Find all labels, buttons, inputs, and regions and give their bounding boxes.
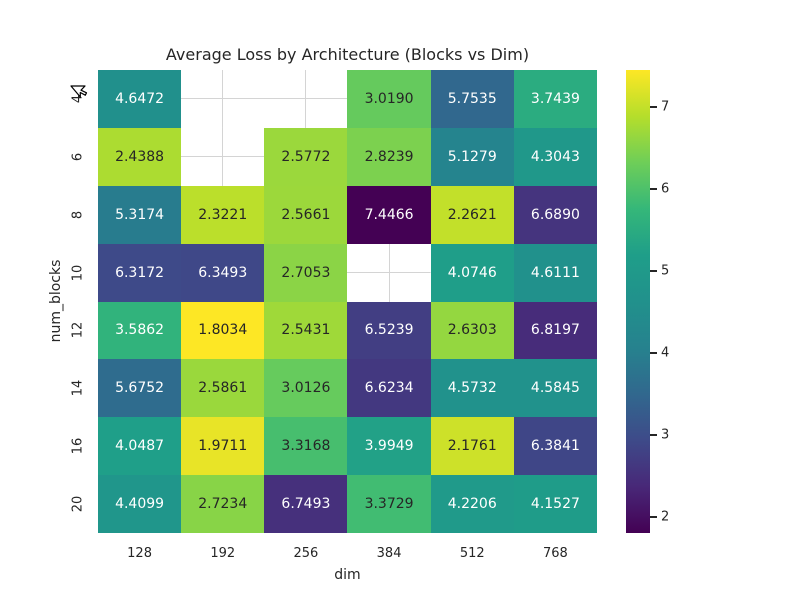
heatmap-cell: 4.6472 xyxy=(98,70,182,128)
heatmap-cell: 4.3043 xyxy=(513,127,597,186)
colorbar-tick-mark xyxy=(650,351,657,354)
colorbar-tick-mark xyxy=(650,269,657,272)
heatmap-cell: 3.5862 xyxy=(98,301,182,360)
heatmap-cell: 2.1761 xyxy=(430,417,514,476)
heatmap-cell: 3.3168 xyxy=(264,417,348,476)
colorbar-tick-mark xyxy=(650,515,657,518)
heatmap-cell: 4.0487 xyxy=(98,417,182,476)
heatmap-cell: 4.4099 xyxy=(98,475,182,533)
heatmap-cell: 7.4466 xyxy=(347,185,431,244)
heatmap-cell: 6.8197 xyxy=(513,301,597,360)
colorbar xyxy=(626,70,650,533)
x-axis-label: dim xyxy=(334,567,361,583)
y-axis-label: num_blocks xyxy=(48,259,64,343)
colorbar-tick-mark xyxy=(650,187,657,190)
y-tick-label: 12 xyxy=(70,322,86,339)
heatmap-cell: 3.0126 xyxy=(264,359,348,418)
colorbar-tick-label: 5 xyxy=(661,263,670,279)
x-tick-label: 256 xyxy=(293,546,319,561)
heatmap-cell: 1.9711 xyxy=(181,417,265,476)
heatmap-cell: 3.9949 xyxy=(347,417,431,476)
chart-title: Average Loss by Architecture (Blocks vs … xyxy=(165,45,530,64)
heatmap-cell: 2.2621 xyxy=(430,185,514,244)
heatmap-empty-cell xyxy=(347,243,431,302)
heatmap-cell: 4.5732 xyxy=(430,359,514,418)
colorbar-tick-mark xyxy=(650,433,657,436)
heatmap-empty-cell xyxy=(181,70,265,128)
heatmap-cell: 3.0190 xyxy=(347,70,431,128)
heatmap-plot: 4.6472 3.0190 5.7535 3.7439 2.4388 2.5772 2.82… xyxy=(98,70,597,533)
heatmap-cell: 2.7053 xyxy=(264,243,348,302)
colorbar-tick-label: 2 xyxy=(661,509,670,525)
heatmap-cell: 2.5431 xyxy=(264,301,348,360)
heatmap-cell: 2.8239 xyxy=(347,127,431,186)
x-tick-label: 768 xyxy=(542,546,568,561)
colorbar-tick-label: 4 xyxy=(661,345,670,361)
y-tick-label: 6 xyxy=(70,152,86,161)
heatmap-cell: 5.7535 xyxy=(430,70,514,128)
colorbar-tick-mark xyxy=(650,105,657,108)
heatmap-cell: 6.6890 xyxy=(513,185,597,244)
heatmap-cell: 4.6111 xyxy=(513,243,597,302)
heatmap-cell: 4.1527 xyxy=(513,475,597,533)
heatmap-cell: 1.8034 xyxy=(181,301,265,360)
y-tick-label: 8 xyxy=(70,210,86,219)
heatmap-cell: 6.6234 xyxy=(347,359,431,418)
heatmap-cell: 2.5861 xyxy=(181,359,265,418)
x-tick-label: 512 xyxy=(459,546,485,561)
mouse-cursor-icon xyxy=(70,85,88,98)
colorbar-tick-label: 6 xyxy=(661,181,670,197)
heatmap-cell: 2.6303 xyxy=(430,301,514,360)
heatmap-cell: 5.1279 xyxy=(430,127,514,186)
x-tick-label: 384 xyxy=(376,546,402,561)
x-tick-label: 192 xyxy=(210,546,236,561)
heatmap-cell: 5.3174 xyxy=(98,185,182,244)
heatmap-cell: 3.7439 xyxy=(513,70,597,128)
heatmap-cell: 6.3172 xyxy=(98,243,182,302)
heatmap-cell: 2.4388 xyxy=(98,127,182,186)
heatmap-empty-cell xyxy=(264,70,348,128)
heatmap-cell: 4.2206 xyxy=(430,475,514,533)
x-tick-label: 128 xyxy=(127,546,152,561)
heatmap-cell: 4.0746 xyxy=(430,243,514,302)
y-tick-label: 16 xyxy=(70,437,86,455)
y-tick-label: 20 xyxy=(70,495,86,513)
heatmap-cell: 6.3493 xyxy=(181,243,265,302)
heatmap-cell: 4.5845 xyxy=(513,359,597,418)
heatmap-cell: 2.3221 xyxy=(181,185,265,244)
heatmap-cell: 6.7493 xyxy=(264,475,348,533)
colorbar-tick-label: 7 xyxy=(661,99,670,115)
heatmap-cell: 2.5661 xyxy=(264,185,348,244)
heatmap-cell: 6.3841 xyxy=(513,417,597,476)
heatmap-cell: 6.5239 xyxy=(347,301,431,360)
heatmap-cell: 5.6752 xyxy=(98,359,182,418)
heatmap-cell: 2.7234 xyxy=(181,475,265,533)
y-tick-label: 10 xyxy=(70,264,86,281)
heatmap-empty-cell xyxy=(181,127,265,186)
heatmap-cell: 2.5772 xyxy=(264,127,348,186)
heatmap-cell: 3.3729 xyxy=(347,475,431,533)
y-tick-label: 14 xyxy=(70,380,86,397)
colorbar-tick-label: 3 xyxy=(661,427,670,443)
